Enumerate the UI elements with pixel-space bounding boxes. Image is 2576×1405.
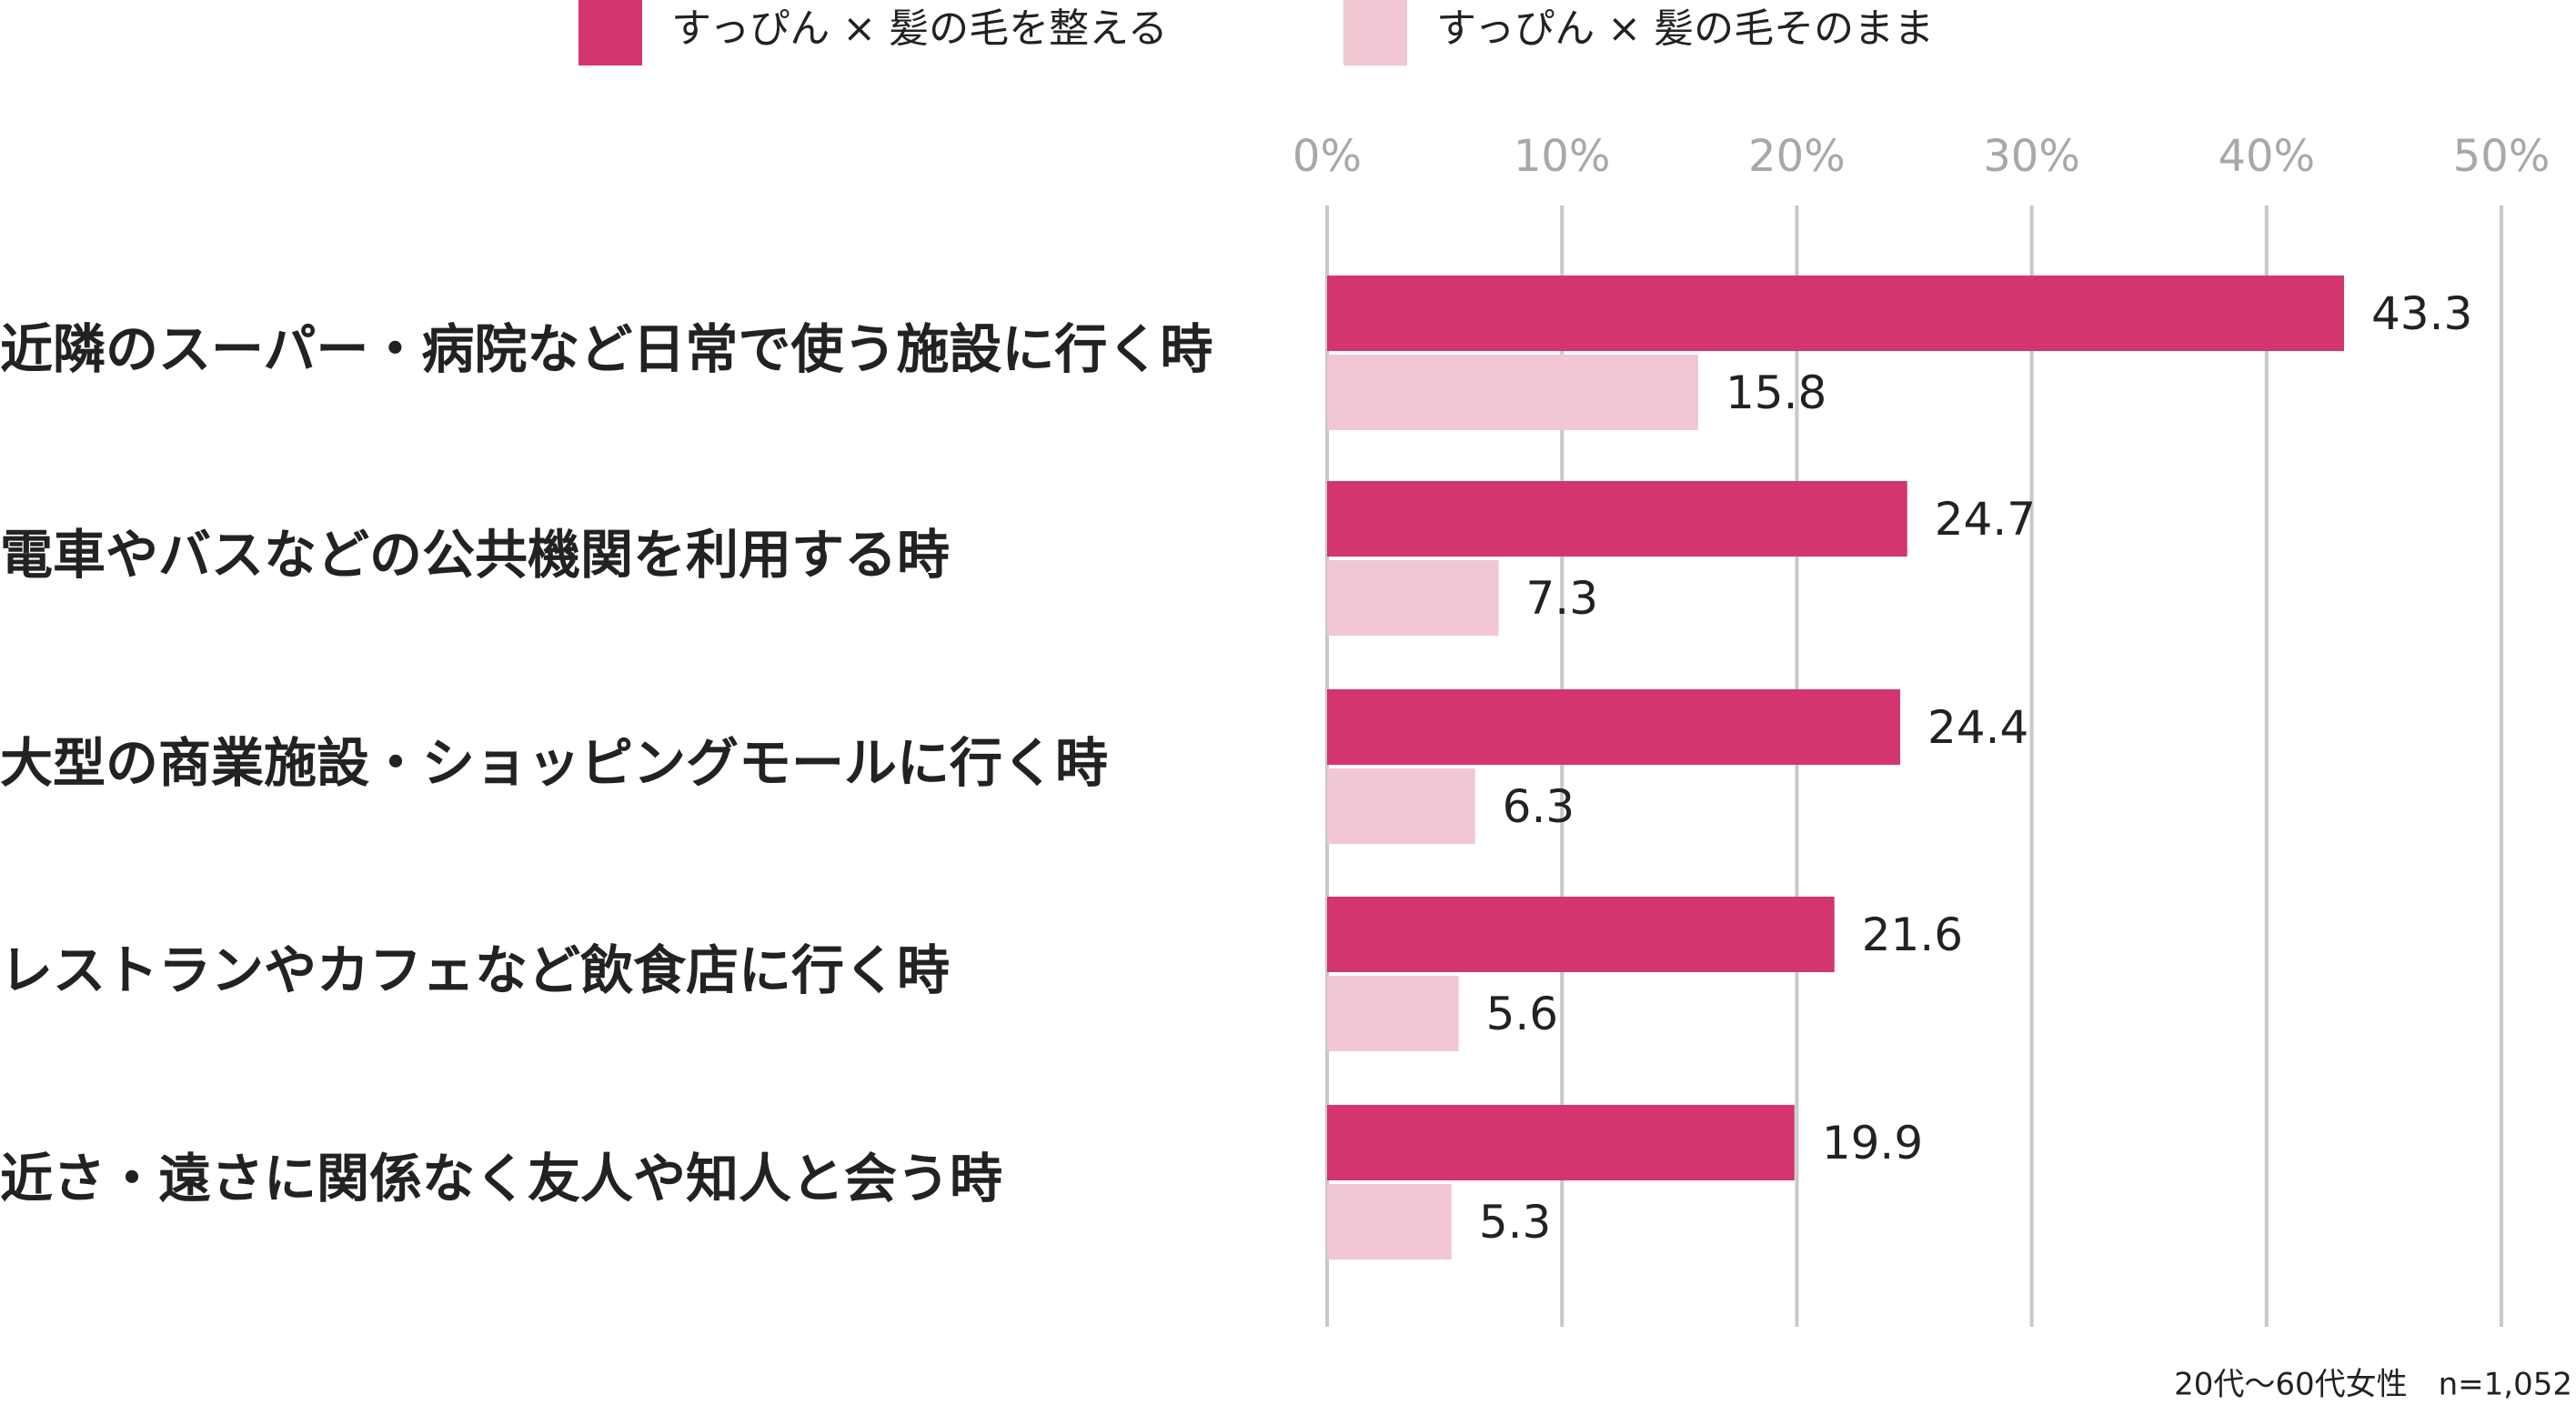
value-label: 15.8 <box>1726 366 1826 419</box>
bar <box>1327 689 1901 765</box>
bar <box>1327 355 1698 430</box>
footnote: 20代〜60代女性 n=1,052 <box>2174 1367 2572 1403</box>
value-label: 5.3 <box>1479 1196 1552 1249</box>
value-label: 24.4 <box>1927 701 2028 754</box>
category-label: 近さ・遠さに関係なく友人や知人と会う時 <box>0 1148 1002 1209</box>
bar <box>1327 976 1459 1051</box>
bar <box>1327 768 1475 844</box>
value-label: 43.3 <box>2371 287 2472 340</box>
bar <box>1327 1184 1452 1259</box>
category-label: 電車やバスなどの公共機関を利用する時 <box>0 524 950 586</box>
x-tick-label: 40% <box>2218 131 2315 182</box>
bar <box>1327 276 2345 351</box>
value-label: 7.3 <box>1525 572 1598 625</box>
value-label: 19.9 <box>1822 1117 1923 1169</box>
bar <box>1327 1105 1795 1180</box>
bar <box>1327 560 1499 636</box>
bar <box>1327 481 1907 557</box>
x-tick-label: 20% <box>1748 131 1846 182</box>
legend-swatch <box>1343 0 1407 65</box>
category-label: 大型の商業施設・ショッピングモールに行く時 <box>0 732 1108 794</box>
legend-label: すっぴん × 髪の毛そのまま <box>1436 5 1934 52</box>
value-label: 21.6 <box>1862 908 1963 961</box>
x-tick-label: 30% <box>1983 131 2080 182</box>
x-tick-label: 0% <box>1293 131 1362 182</box>
value-label: 5.6 <box>1486 988 1559 1040</box>
legend-label: すっぴん × 髪の毛を整える <box>671 5 1168 52</box>
legend-swatch <box>579 0 642 65</box>
value-label: 24.7 <box>1935 493 2036 546</box>
category-label: レストランやカフェなど飲食店に行く時 <box>0 939 950 1001</box>
bar <box>1327 897 1835 972</box>
category-label: 近隣のスーパー・病院など日常で使う施設に行く時 <box>0 318 1213 380</box>
value-label: 6.3 <box>1503 780 1575 833</box>
x-tick-label: 50% <box>2453 131 2551 182</box>
x-tick-label: 10% <box>1514 131 1611 182</box>
